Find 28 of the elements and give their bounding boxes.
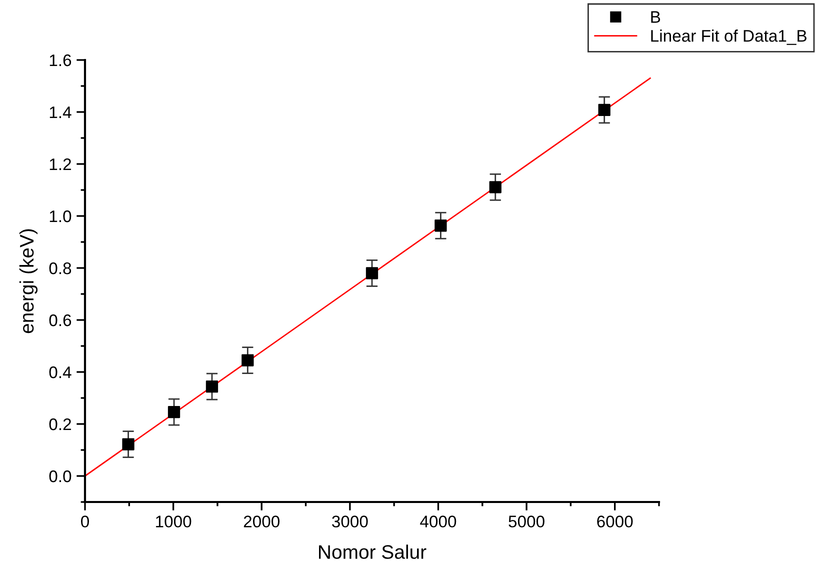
point (366, 267, 378, 280)
point (434, 220, 447, 232)
y-tick-label: 0.2 (49, 418, 71, 430)
x-axis-title: Nomor Salur (319, 544, 426, 559)
point (598, 104, 610, 116)
y-tick-label: 0.0 (49, 470, 72, 482)
point (122, 438, 134, 450)
y-tick-label: 1.4 (50, 106, 72, 118)
x-tick-label: 0 (81, 516, 89, 528)
x-tick-label: 2000 (244, 516, 280, 528)
x-tick-label: 3000 (332, 516, 368, 528)
y-tick-label: 0.6 (49, 314, 72, 326)
x-tick-label: 4000 (420, 516, 456, 528)
y-tick-label: 1.6 (50, 54, 72, 66)
legend-label: Linear Fit of Data1_B (651, 30, 806, 45)
y-tick-label: 1.2 (50, 158, 71, 170)
point (242, 354, 254, 366)
point (168, 406, 180, 418)
legend-label: B (651, 11, 660, 23)
x-tick-label: 5000 (508, 516, 544, 528)
y-tick-label: 0.8 (49, 262, 72, 274)
point (206, 380, 218, 393)
x-tick-label: 6000 (597, 516, 633, 528)
y-axis-title: energi (keV) (19, 229, 38, 334)
y-tick-label: 1.0 (50, 210, 72, 222)
point (489, 181, 502, 194)
y-tick-label: 0.4 (49, 366, 72, 378)
x-tick-label: 1000 (156, 516, 192, 528)
